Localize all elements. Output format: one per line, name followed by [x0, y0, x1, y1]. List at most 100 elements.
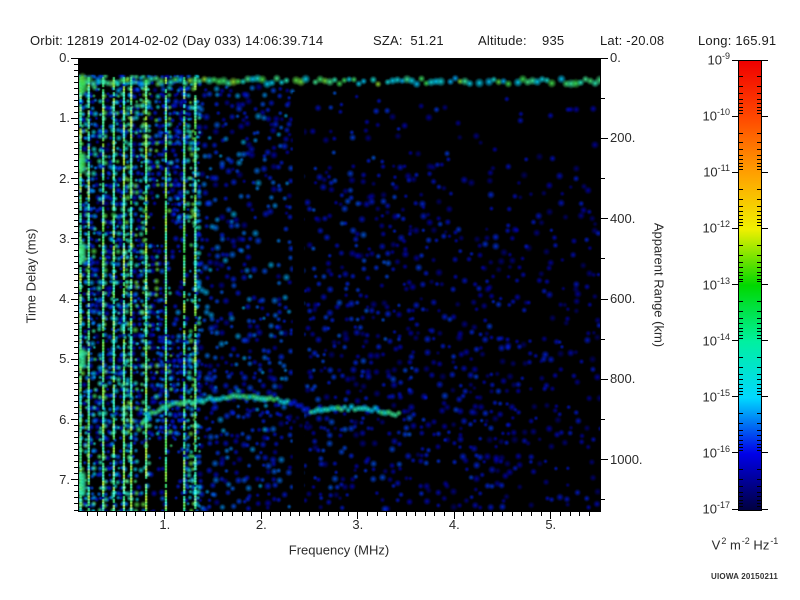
y2-axis-tick [601, 57, 608, 59]
x-axis-tick [405, 512, 407, 516]
header-long: Long: 165.91 [698, 33, 777, 48]
colorbar-tick-label: 10-17 [702, 500, 730, 517]
x-axis-tick [434, 512, 436, 516]
x-axis-tick [453, 512, 455, 519]
x-axis-tick [222, 512, 224, 516]
x-axis-tick [173, 512, 175, 516]
x-axis-tick [395, 512, 397, 516]
x-axis-tick [588, 512, 590, 516]
x-axis-tick [231, 512, 233, 516]
y-axis-tick-label: 2. [59, 170, 70, 186]
x-axis-tick [106, 512, 108, 516]
y-axis-tick [71, 419, 78, 421]
x-axis-tick [260, 512, 262, 519]
x-axis-title: Frequency (MHz) [288, 542, 390, 558]
x-axis-tick [540, 512, 542, 516]
y-axis-title: Time Delay (ms) [23, 228, 39, 324]
x-axis-tick [511, 512, 513, 516]
y-axis-tick-label: 7. [59, 471, 70, 487]
x-axis-tick-label: 4. [448, 517, 460, 532]
y-axis-tick-label: 1. [59, 110, 70, 126]
x-axis-tick [444, 512, 446, 516]
y2-axis-tick [601, 338, 605, 340]
colorbar-tick-label: 10-12 [702, 219, 730, 236]
x-axis-tick [309, 512, 311, 516]
colorbar-tick-label: 10-16 [702, 443, 730, 461]
y2-axis-tick [601, 178, 605, 180]
y-axis-tick [71, 358, 78, 360]
colorbar-tick-label: 10-10 [702, 107, 730, 124]
x-axis-tick [550, 512, 552, 519]
x-axis-tick [154, 512, 156, 516]
y2-axis-tick [601, 258, 605, 260]
x-axis-tick [482, 512, 484, 516]
x-axis-tick [521, 512, 523, 516]
y-axis-tick [71, 117, 78, 119]
y2-axis-tick-label: 0. [610, 50, 621, 65]
y-axis-tick [71, 479, 78, 481]
y2-axis-tick [601, 459, 608, 461]
x-axis-tick [270, 512, 272, 516]
x-axis-tick [251, 512, 253, 516]
spectrogram-canvas [79, 59, 600, 511]
x-axis-tick [357, 512, 359, 519]
colorbar-tick [762, 171, 768, 173]
x-axis-tick [289, 512, 291, 516]
header-orbit: Orbit: 12819 [30, 33, 104, 48]
x-axis-tick [87, 512, 89, 516]
colorbar-tick [762, 452, 768, 454]
x-axis-tick [299, 512, 301, 516]
y-axis-tick [71, 298, 78, 300]
y2-axis-tick [601, 499, 605, 501]
x-axis-tick [202, 512, 204, 516]
colorbar-tick [762, 508, 768, 510]
x-axis-tick [579, 512, 581, 516]
y2-axis-tick-label: 800. [610, 371, 636, 387]
y2-axis-tick [601, 378, 608, 380]
x-axis-tick [415, 512, 417, 516]
y2-axis-tick [601, 419, 605, 421]
colorbar-tick [762, 227, 768, 229]
x-axis-tick [125, 512, 127, 516]
x-axis-tick [338, 512, 339, 516]
header-lat: Lat: -20.08 [600, 33, 665, 48]
y2-axis-title: Apparent Range (km) [651, 222, 667, 348]
x-axis-tick [212, 512, 214, 516]
x-axis-tick [530, 512, 532, 516]
colorbar-tick-label: 10-13 [702, 275, 730, 292]
y-axis-tick-label: 0. [59, 50, 70, 65]
y2-axis-tick [601, 218, 608, 220]
y2-axis-tick [601, 298, 608, 300]
y-axis-tick-label: 6. [59, 411, 70, 427]
y2-axis-tick-label: 200. [610, 130, 636, 146]
colorbar [738, 60, 762, 511]
y-axis-tick-label: 3. [59, 230, 70, 246]
y2-axis-tick [601, 137, 608, 139]
x-axis-tick [280, 512, 282, 516]
y-axis-tick [71, 238, 78, 240]
x-axis-tick [376, 512, 378, 516]
colorbar-tick-label: 10-11 [703, 163, 730, 180]
y2-axis-tick-label: 1000. [610, 451, 643, 467]
x-axis-tick [328, 512, 330, 516]
x-axis-tick [473, 512, 475, 516]
colorbar-units: V2 m-2 Hz-1 [711, 536, 779, 553]
x-axis-tick [366, 512, 368, 516]
x-axis-tick [463, 512, 465, 516]
colorbar-tick [762, 396, 768, 398]
y-axis-tick-label: 5. [59, 351, 70, 367]
x-axis-tick [347, 512, 349, 516]
x-axis-tick [559, 512, 561, 516]
x-axis-tick [116, 512, 118, 516]
x-axis-tick [145, 512, 147, 516]
header-sza: SZA: 51.21 [373, 33, 444, 48]
x-axis-tick [492, 512, 494, 516]
colorbar-tick [762, 115, 768, 117]
x-axis-tick [164, 512, 166, 519]
x-axis-tick-label: 1. [159, 517, 171, 532]
x-axis-tick [135, 512, 137, 516]
y2-axis-tick [601, 97, 605, 99]
header-datetime: 2014-02-02 (Day 033) 14:06:39.714 [110, 33, 324, 48]
colorbar-tick-label: 10-9 [707, 51, 730, 68]
